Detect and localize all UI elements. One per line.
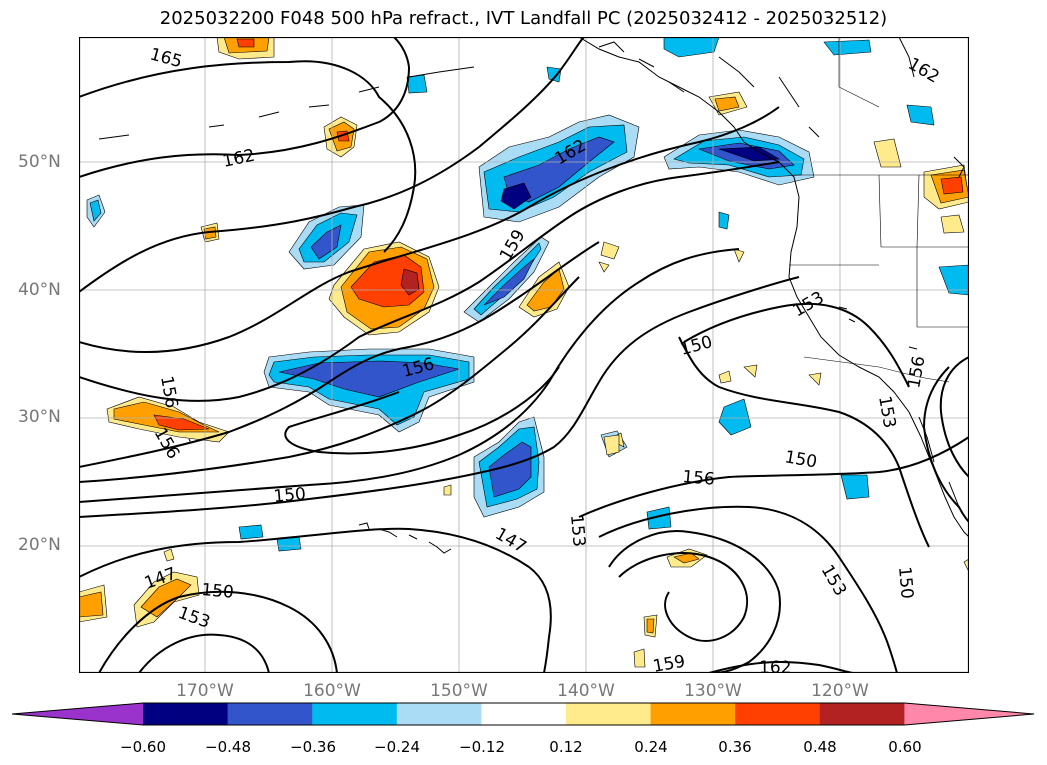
anomaly-patch: [163, 548, 175, 562]
anomaly-patch: [718, 370, 732, 384]
colorbar-segments: [11, 702, 1035, 726]
anomaly-patch: [743, 364, 758, 378]
colorbar-segment: [566, 703, 652, 725]
colorbar-tick-label: 0.48: [803, 738, 837, 756]
anomaly-patch: [646, 618, 655, 634]
contour-label: 156: [682, 467, 716, 490]
lat-label-20n: 20°N: [18, 535, 61, 555]
contour-label: 162: [759, 658, 791, 673]
map-border: [79, 37, 969, 673]
anomaly-patch: [718, 211, 730, 230]
map-panel: 165 162 162 162 159 156 156 156 150 147 …: [79, 37, 969, 673]
colorbar-segment: [481, 703, 567, 725]
coastlines: [98, 37, 969, 554]
colorbar-tick-label: 0.60: [888, 738, 922, 756]
anomaly-patch: [406, 74, 428, 94]
anomaly-patch: [718, 398, 752, 436]
anomaly-patch: [603, 434, 620, 456]
anomaly-patch: [873, 138, 902, 168]
anomaly-patch: [598, 261, 610, 273]
anomaly-patch: [673, 552, 700, 564]
anomaly-patch: [733, 248, 745, 263]
anomaly-patch: [79, 591, 104, 618]
anomaly-patch: [646, 506, 672, 530]
anomaly-patch: [906, 104, 935, 126]
anomaly-patch: [840, 474, 870, 500]
colorbar-tick-label: 0.36: [718, 738, 752, 756]
anomaly-patch: [940, 176, 964, 195]
colorbar-tick-label: 0.24: [634, 738, 668, 756]
colorbar-extension-low: [12, 703, 143, 725]
lon-label-130w: 130°W: [684, 681, 742, 701]
colorbar-segment: [819, 703, 905, 725]
colorbar-extension-high: [904, 703, 1034, 725]
colorbar-segment: [227, 703, 313, 725]
contour-label: 150: [894, 566, 917, 600]
colorbar-segment: [650, 703, 736, 725]
anomaly-patch: [808, 372, 822, 386]
anomaly-patch: [718, 146, 780, 162]
contour-label: 159: [651, 652, 686, 673]
lat-label-40n: 40°N: [18, 280, 61, 300]
anomaly-patch: [714, 96, 740, 112]
anomaly-patch: [443, 484, 452, 496]
colorbar-tick-label: −0.36: [290, 738, 336, 756]
anomaly-patch: [600, 241, 620, 260]
colorbar-tick-label: −0.48: [205, 738, 251, 756]
lat-label-30n: 30°N: [18, 407, 61, 427]
shaded-anomaly-field: [79, 37, 969, 668]
anomaly-patch: [963, 558, 969, 573]
contour-label: 150: [273, 484, 307, 507]
colorbar-outline: [11, 702, 1035, 726]
colorbar-segment: [735, 703, 821, 725]
anomaly-patch: [278, 360, 460, 398]
map-title: 2025032200 F048 500 hPa refract., IVT La…: [159, 8, 888, 29]
colorbar-tick-label: −0.24: [374, 738, 420, 756]
anomaly-patch: [473, 242, 542, 316]
colorbar-segment: [143, 703, 229, 725]
colorbar: [11, 702, 1035, 726]
anomaly-patch: [633, 648, 646, 668]
anomaly-patch: [938, 264, 969, 296]
anomaly-patch: [940, 214, 965, 234]
anomaly-patch: [350, 254, 425, 308]
lon-label-150w: 150°W: [430, 681, 488, 701]
anomaly-patch: [483, 258, 535, 306]
colorbar-tick-label: 0.12: [549, 738, 583, 756]
anomaly-patch: [546, 66, 562, 83]
colorbar-tick-label: −0.60: [120, 738, 166, 756]
lon-label-140w: 140°W: [557, 681, 615, 701]
lon-label-170w: 170°W: [176, 681, 234, 701]
lat-label-50n: 50°N: [18, 152, 61, 172]
colorbar-segment: [312, 703, 398, 725]
anomaly-patch: [500, 182, 532, 210]
political-borders: [789, 37, 969, 383]
contour-label: 150: [201, 580, 235, 603]
colorbar-tick-label: −0.12: [459, 738, 505, 756]
anomaly-patch: [663, 37, 720, 58]
anomaly-patch: [488, 441, 532, 498]
anomaly-patch: [823, 39, 872, 56]
anomaly-patch: [140, 578, 192, 618]
lon-label-160w: 160°W: [303, 681, 361, 701]
height-contours: [79, 37, 969, 673]
lon-label-120w: 120°W: [811, 681, 869, 701]
anomaly-patch: [89, 199, 102, 222]
anomaly-patch: [310, 224, 342, 260]
colorbar-segment: [396, 703, 482, 725]
contour-label: 153: [566, 514, 589, 548]
anomaly-patch: [236, 38, 255, 48]
anomaly-patch: [400, 268, 420, 296]
anomaly-patch: [238, 524, 264, 540]
graticule: [79, 37, 969, 673]
